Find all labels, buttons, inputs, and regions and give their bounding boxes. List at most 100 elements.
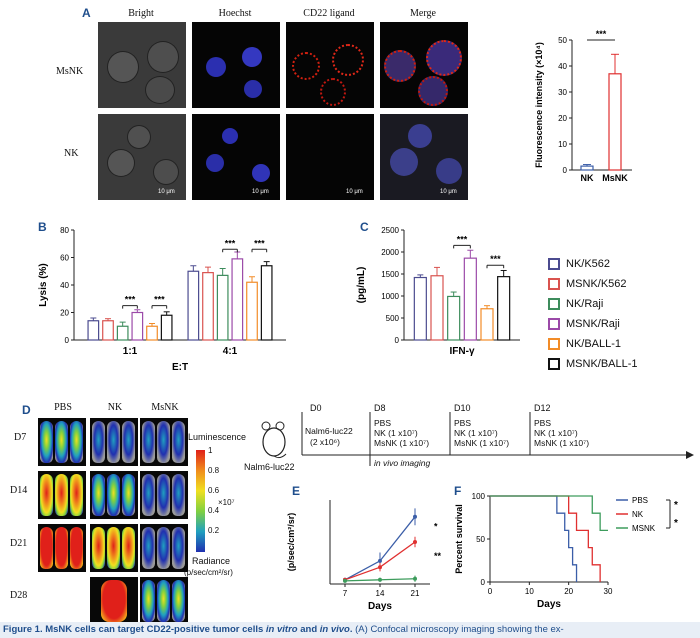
c-ytick-label: 500 — [386, 314, 400, 323]
tl-d12-nk: NK (1 x10⁷) — [534, 428, 578, 438]
legend-item: NK/K562 — [548, 258, 610, 271]
scale-bar-3: 10 μm — [346, 189, 363, 195]
tl-d8: D8 — [374, 403, 386, 413]
radiance-label: Radiance — [192, 556, 231, 566]
cb-tick-08: 0.8 — [208, 466, 220, 475]
mouse-signal — [70, 474, 83, 516]
panel-e-label: E — [292, 484, 301, 498]
b-ytick-label: 60 — [60, 254, 69, 263]
scale-bar-4: 10 μm — [440, 189, 457, 195]
mouse-signal — [55, 527, 68, 569]
b-ytick-label: 40 — [60, 281, 69, 290]
f-xlabel: Days — [537, 599, 561, 610]
mouse-signal — [107, 474, 120, 516]
tl-d12: D12 — [534, 403, 551, 413]
figure-caption: Figure 1. MsNK cells can target CD22-pos… — [0, 622, 700, 638]
c-bar — [497, 276, 511, 341]
panel-f-label: F — [454, 484, 462, 498]
cb-tick-04: 0.4 — [208, 506, 220, 515]
e-sig-2: ** — [434, 551, 442, 561]
legend-swatch — [548, 338, 560, 351]
mouse-signal — [92, 421, 105, 463]
col-header-merge: Merge — [410, 8, 436, 19]
micro-msnk-merge — [380, 22, 468, 108]
c-bar — [430, 275, 444, 341]
mouse-signal — [92, 527, 105, 569]
legend-swatch — [548, 298, 560, 311]
c-ytick-label: 0 — [395, 336, 400, 345]
b-sig-label: *** — [254, 238, 265, 248]
e-sig-1: * — [434, 521, 438, 531]
e-point — [343, 578, 347, 583]
mouse-signal — [122, 474, 135, 516]
colorbar — [196, 450, 205, 552]
mouse-signal — [122, 421, 135, 463]
c-bar — [463, 257, 477, 341]
c-ytick-label: 2000 — [381, 248, 399, 257]
f-xtick-label: 30 — [604, 587, 613, 596]
mouse-signal — [55, 474, 68, 516]
legend-label: NK/Raji — [566, 298, 604, 310]
tl-d10: D10 — [454, 403, 471, 413]
mouse-signal — [157, 421, 170, 463]
ivis-image — [90, 524, 138, 572]
b-xtick-label: 4:1 — [223, 346, 238, 357]
c-sig-label: *** — [457, 234, 468, 244]
cb-tick-06: 0.6 — [208, 486, 220, 495]
legend-item: NK/BALL-1 — [548, 338, 621, 351]
a-ytick-label: 10 — [558, 140, 567, 149]
mouse-signal — [172, 527, 185, 569]
cb-tick-02: 0.2 — [208, 526, 220, 535]
a-sig-label: *** — [596, 29, 607, 39]
b-bar — [102, 320, 114, 341]
tl-imaging: in vivo imaging — [374, 458, 431, 468]
a-ytick-label: 30 — [558, 88, 567, 97]
b-bar — [216, 274, 229, 341]
ivis-image — [140, 524, 188, 572]
tl-d0-dose: (2 x10⁶) — [310, 437, 340, 447]
tl-d10-msnk: MsNK (1 x10⁷) — [454, 438, 510, 448]
c-ytick-label: 1500 — [381, 270, 399, 279]
radiance-unit: (p/sec/cm²/sr) — [184, 568, 233, 577]
f-ytick-label: 100 — [472, 492, 486, 501]
e-ylabel: (p/sec/cm²/sr) — [286, 513, 296, 572]
mouse-signal — [40, 421, 53, 463]
caption-and: and — [297, 624, 320, 635]
e-point — [413, 576, 417, 581]
a-xtick-label: MsNK — [602, 173, 628, 183]
e-xlabel: Days — [368, 601, 392, 612]
mouse-signal — [40, 527, 53, 569]
legend-label: MSNK/K562 — [566, 278, 627, 290]
c-bar — [480, 308, 494, 341]
legend-item: MSNK/K562 — [548, 278, 627, 291]
b-bar — [231, 258, 244, 341]
f-sig-2: * — [674, 518, 678, 529]
col-header-cd22: CD22 ligand — [303, 8, 355, 19]
tl-d8-treatments: PBS NK (1 x10⁷) MsNK (1 x10⁷) — [374, 418, 429, 448]
micro-nk-hoechst: 10 μm — [192, 114, 280, 200]
legend-item: NK/Raji — [548, 298, 604, 311]
panel-b-chart: 0 20 40 60 80 1:1 4:1 *** *** *** *** Lysis (%) E:T — [38, 226, 286, 373]
mouse-signal — [70, 421, 83, 463]
mouse-signal — [157, 527, 170, 569]
ivis-image — [38, 524, 86, 572]
f-ytick-label: 50 — [476, 535, 485, 544]
a-ytick-label: 20 — [558, 114, 567, 123]
tl-d12-pbs: PBS — [534, 418, 552, 428]
c-xtick-label: IFN-γ — [450, 346, 475, 357]
b-ytick-label: 20 — [60, 309, 69, 318]
day-d21: D21 — [10, 538, 28, 549]
f-xtick-label: 20 — [564, 587, 573, 596]
cb-tick-1: 1 — [208, 446, 213, 455]
bar-legend: NK/K562 MSNK/K562 NK/Raji MSNK/Raji NK/BALL-… — [548, 258, 698, 378]
mouse-signal — [55, 421, 68, 463]
b-bar — [260, 265, 273, 341]
legend-item: MSNK/Raji — [548, 318, 620, 331]
panel-b-label: B — [38, 220, 47, 234]
mouse-signal — [142, 421, 155, 463]
mouse-signal — [70, 527, 83, 569]
tl-d10-pbs: PBS — [454, 418, 472, 428]
a-bar-nk — [580, 165, 594, 171]
e-point — [413, 514, 417, 519]
legend-swatch — [548, 278, 560, 291]
